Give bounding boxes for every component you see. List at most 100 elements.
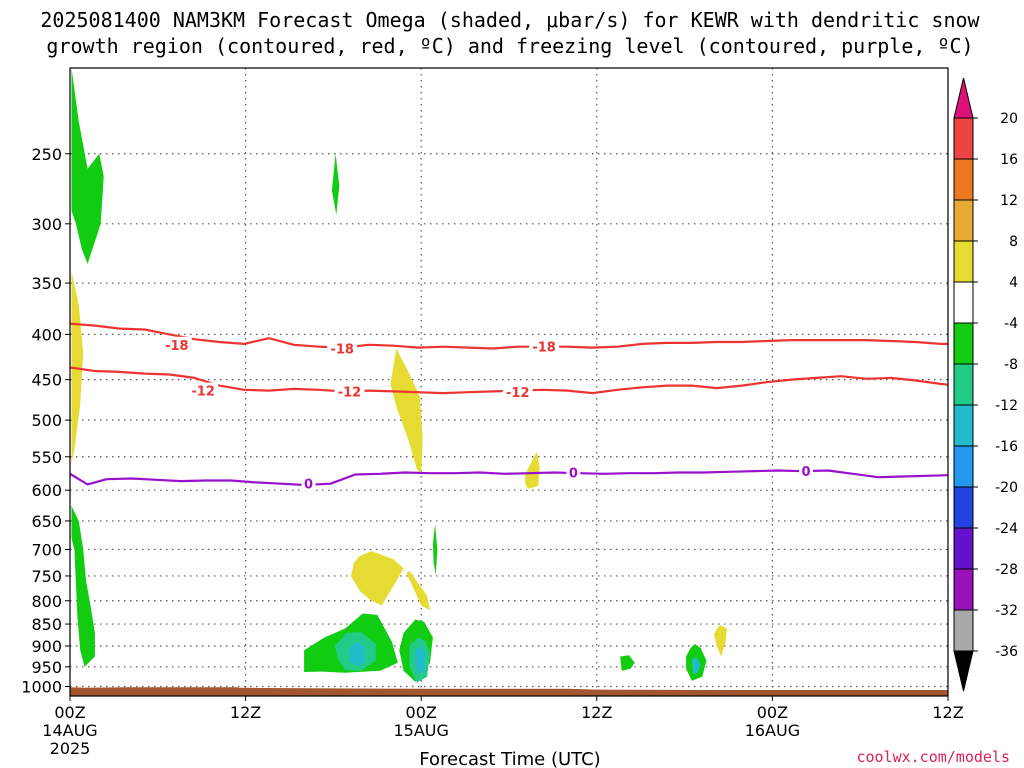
colorbar-label: -4 xyxy=(1004,316,1018,332)
colorbar-label: 12 xyxy=(1000,193,1018,209)
colorbar-segment xyxy=(953,527,974,570)
contour-label-bg xyxy=(334,383,365,399)
x-tick-label: 00Z xyxy=(54,703,85,722)
y-tick-label: 900 xyxy=(31,637,62,656)
colorbar-label: 20 xyxy=(1000,111,1018,127)
colorbar-label: -20 xyxy=(995,480,1018,496)
omega-up-upper-mid xyxy=(331,153,340,215)
y-tick-label: 850 xyxy=(31,615,62,634)
omega-down-low-b xyxy=(406,570,430,611)
omega-down-right xyxy=(713,625,727,657)
x-tick-date: 16AUG xyxy=(745,721,800,740)
y-tick-label: 550 xyxy=(31,448,62,467)
omega-down-mid-upper xyxy=(390,348,423,474)
contour-label-bg xyxy=(188,382,219,398)
contour-label: -18 xyxy=(165,339,189,354)
x-tick-label: 12Z xyxy=(932,703,963,722)
contour-label-bg xyxy=(566,464,581,480)
contour-label: -12 xyxy=(506,386,530,401)
y-tick-label: 350 xyxy=(31,274,62,293)
contour-label-bg xyxy=(327,340,358,356)
y-tick-label: 650 xyxy=(31,512,62,531)
contour-label-bg xyxy=(301,475,316,491)
y-tick-label: 250 xyxy=(31,145,62,164)
colorbar-segment xyxy=(953,404,974,447)
colorbar-label: -12 xyxy=(995,398,1018,414)
contour-label-bg xyxy=(502,384,533,400)
colorbar-label: -36 xyxy=(995,644,1018,660)
contour-label: -12 xyxy=(191,385,215,400)
ground-layer xyxy=(70,687,948,696)
x-tick-date: 15AUG xyxy=(393,721,448,740)
y-tick-label: 1000 xyxy=(21,678,62,697)
chart-title-line2: growth region (contoured, red, ºC) and f… xyxy=(46,34,973,58)
y-tick-label: 600 xyxy=(31,481,62,500)
colorbar-segment xyxy=(953,281,974,324)
colorbar-label: 16 xyxy=(1000,152,1018,168)
colorbar-label: -24 xyxy=(995,521,1018,537)
contours: -18 -18 -18 -12 -12 -12 0 0 0 xyxy=(70,322,948,493)
colorbar-segment xyxy=(953,240,974,283)
contour-label: 0 xyxy=(304,478,313,493)
chart-title-line1: 2025081400 NAM3KM Forecast Omega (shaded… xyxy=(40,8,980,32)
colorbar-segment xyxy=(953,486,974,529)
omega-up-thin xyxy=(432,523,438,575)
y-tick-label: 500 xyxy=(31,411,62,430)
colorbar-label: 4 xyxy=(1009,275,1018,291)
contour-label: 0 xyxy=(802,465,811,480)
x-tick-label: 00Z xyxy=(757,703,788,722)
ground-fill xyxy=(70,687,948,696)
contour-line-0 xyxy=(70,322,948,350)
omega-up-upper-left xyxy=(71,68,104,264)
y-tick-label: 750 xyxy=(31,567,62,586)
y-tick-label: 400 xyxy=(31,325,62,344)
omega-stronger-2 xyxy=(415,646,426,675)
y-axis: 250 300 350 400 450 500 550 600 650 700 750 800 850 9… xyxy=(21,145,70,697)
colorbar-label: -32 xyxy=(995,603,1018,619)
colorbar-segment xyxy=(953,445,974,488)
y-tick-label: 300 xyxy=(31,215,62,234)
x-tick-label: 12Z xyxy=(230,703,261,722)
colorbar-label: -8 xyxy=(1004,357,1018,373)
colorbar-under-arrow xyxy=(953,650,974,692)
y-tick-label: 950 xyxy=(31,658,62,677)
colorbar-segment xyxy=(953,322,974,365)
y-tick-label: 800 xyxy=(31,592,62,611)
plot-area: -18 -18 -18 -12 -12 -12 0 0 0 xyxy=(70,68,948,696)
omega-up-left-low xyxy=(71,505,95,667)
omega-down-low-a xyxy=(351,551,404,606)
contour-label-bg xyxy=(529,338,560,354)
colorbar-segment xyxy=(953,363,974,406)
colorbar-segment xyxy=(953,158,974,201)
colorbar-segment xyxy=(953,568,974,611)
colorbar-segment xyxy=(953,199,974,242)
colorbar: 20 16 12 8 4 -4 -8 -12 -16 -20 -24 -28 -32 -36 xyxy=(953,77,1018,692)
plot-frame xyxy=(69,67,949,697)
omega-stronger-1 xyxy=(349,641,366,667)
credit-text: coolwx.com/models xyxy=(856,748,1010,766)
grid xyxy=(70,68,948,696)
x-tick-label: 12Z xyxy=(581,703,612,722)
x-axis-title: Forecast Time (UTC) xyxy=(419,749,600,768)
contour-label: -12 xyxy=(338,385,362,400)
contour-label-bg xyxy=(799,463,814,479)
contour-label: -18 xyxy=(330,343,354,358)
y-tick-label: 450 xyxy=(31,371,62,390)
colorbar-over-arrow xyxy=(953,77,974,119)
y-tick-label: 700 xyxy=(31,540,62,559)
contour-label-bg xyxy=(161,336,192,352)
colorbar-label: 8 xyxy=(1009,234,1018,250)
colorbar-label: -28 xyxy=(995,562,1018,578)
colorbar-segment xyxy=(953,117,974,160)
x-tick-label: 00Z xyxy=(406,703,437,722)
omega-stronger-3 xyxy=(691,656,701,674)
omega-shading xyxy=(71,68,727,683)
colorbar-segment xyxy=(953,609,974,652)
x-tick-date: 14AUG xyxy=(42,721,97,740)
omega-down-mid-small xyxy=(525,451,540,489)
contour-label: -18 xyxy=(532,341,556,356)
x-tick-year: 2025 xyxy=(50,739,91,758)
omega-up-small-1 xyxy=(620,655,635,671)
